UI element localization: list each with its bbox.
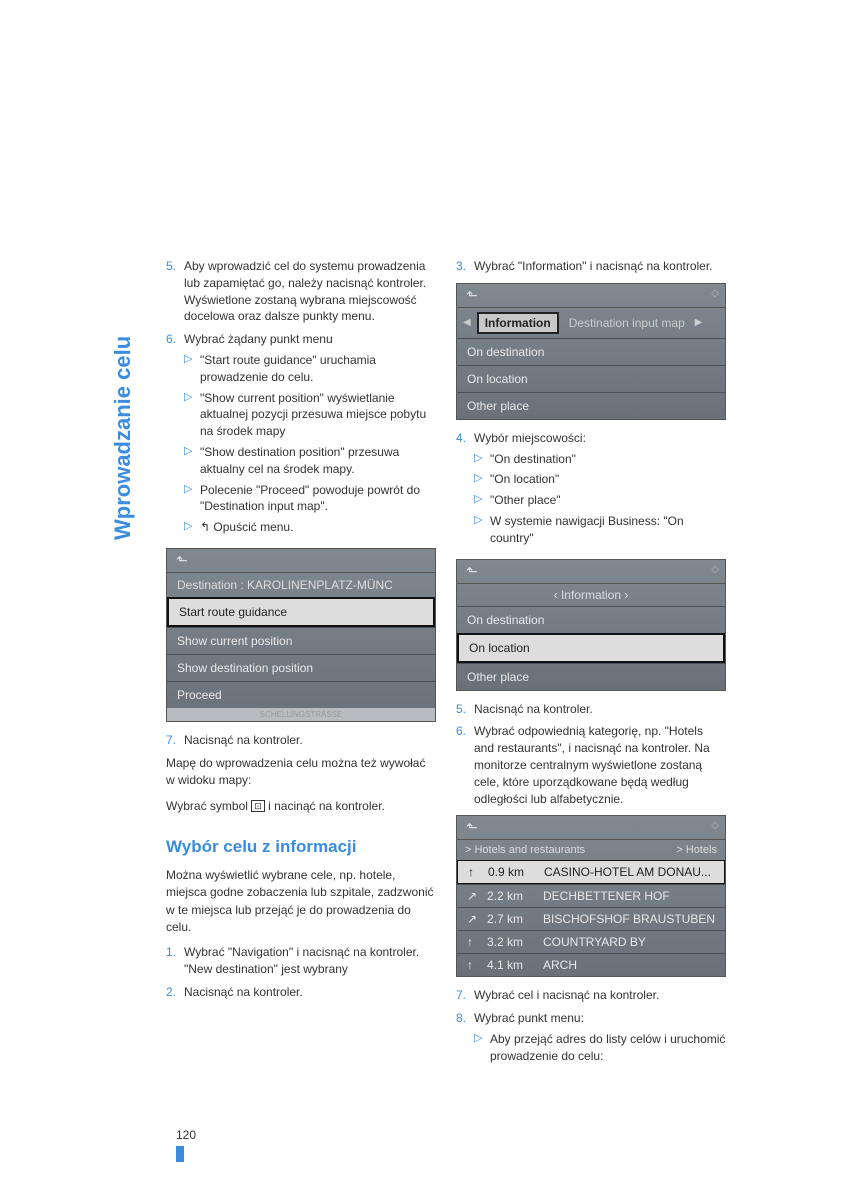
chevron-left-icon[interactable]: ◀	[463, 317, 471, 328]
direction-icon: ↑	[468, 865, 480, 879]
item-6-sublist: ▷"Start route guidance" uruchamia prowad…	[184, 352, 436, 536]
map-note: Mapę do wprowadzenia celu można też wywo…	[166, 755, 436, 790]
map-note-2: Wybrać symbol ⊡ i nacinąć na kontroler.	[166, 798, 436, 815]
sub-6b: "Show current position" wyświetlanie akt…	[200, 390, 436, 440]
menu-on-dest-2[interactable]: On destination	[457, 606, 725, 633]
page-marker	[176, 1146, 184, 1162]
item-7: 7. Nacisnąć na kontroler.	[166, 732, 436, 749]
breadcrumb: > Hotels and restaurants > Hotels	[457, 840, 725, 860]
item-5-num: 5.	[166, 258, 184, 325]
tab-dest-input[interactable]: Destination input map	[565, 314, 689, 332]
triangle-icon: ▷	[474, 451, 490, 468]
nav-screen-info-select: ⬑ ◇ ‹ Information › On destination On lo…	[456, 559, 726, 691]
menu-other-place[interactable]: Other place	[457, 392, 725, 419]
back-icon[interactable]: ⬑	[463, 821, 481, 835]
menu-on-loc[interactable]: On location	[457, 365, 725, 392]
menu-proceed[interactable]: Proceed	[167, 681, 435, 708]
page-number: 120	[176, 1128, 196, 1142]
tab-information[interactable]: Information	[477, 312, 559, 334]
destination-line: Destination : KAROLINENPLATZ-MÜNC	[167, 573, 435, 597]
direction-icon: ↗	[467, 912, 479, 926]
item-5: 5. Aby wprowadzić cel do systemu prowadz…	[166, 258, 436, 325]
menu-start-route[interactable]: Start route guidance	[167, 597, 435, 627]
triangle-icon: ▷	[474, 492, 490, 509]
sub-6a: "Start route guidance" uruchamia prowadz…	[200, 352, 436, 386]
hotel-row[interactable]: ↗ 2.7 km BISCHOFSHOF BRAUSTUBEN	[457, 907, 725, 930]
triangle-icon: ▷	[474, 471, 490, 488]
content-columns: 5. Aby wprowadzić cel do systemu prowadz…	[166, 258, 726, 1075]
item-r8: 8. Wybrać punkt menu: ▷Aby przejąć adres…	[456, 1010, 726, 1068]
nav-screen-destination: ⬑ Destination : KAROLINENPLATZ-MÜNC Star…	[166, 548, 436, 722]
item-r3: 3. Wybrać "Information" i nacisnąć na ko…	[456, 258, 726, 275]
list-5-6: 5. Aby wprowadzić cel do systemu prowadz…	[166, 258, 436, 540]
heading-desc: Można wyświetlić wybrane cele, np. hotel…	[166, 867, 436, 937]
menu-on-dest[interactable]: On destination	[457, 338, 725, 365]
hotel-row-selected[interactable]: ↑ 0.9 km CASINO-HOTEL AM DONAU...	[457, 860, 725, 884]
item-6-text: Wybrać żądany punkt menu	[184, 332, 333, 346]
map-symbol-icon: ⊡	[251, 800, 265, 812]
item-r4: 4. Wybór miejscowości: ▷"On destination"…	[456, 430, 726, 551]
triangle-icon: ▷	[184, 444, 200, 478]
right-column: 3. Wybrać "Information" i nacisnąć na ko…	[456, 258, 726, 1075]
heading-choice: Wybór celu z informacji	[166, 837, 436, 857]
triangle-icon: ▷	[474, 513, 490, 547]
corner-icon: ◇	[711, 564, 719, 575]
nav-screen-hotels: ⬑ ◇ > Hotels and restaurants > Hotels ↑ …	[456, 815, 726, 977]
corner-icon: ◇	[711, 820, 719, 831]
hotel-row[interactable]: ↑ 3.2 km COUNTRYARD BY	[457, 930, 725, 953]
sub-6c: "Show destination position" przesuwa akt…	[200, 444, 436, 478]
direction-icon: ↑	[467, 958, 479, 972]
item-r6: 6. Wybrać odpowiednią kategorię, np. "Ho…	[456, 723, 726, 807]
menu-other-place-2[interactable]: Other place	[457, 663, 725, 690]
item-b2: 2. Nacisnąć na kontroler.	[166, 984, 436, 1001]
sub-6e: ↰ Opuścić menu.	[200, 519, 293, 536]
triangle-icon: ▷	[184, 352, 200, 386]
back-icon[interactable]: ⬑	[463, 564, 481, 578]
screen-footer: SCHELLINGSTRASSE	[167, 708, 435, 721]
back-icon[interactable]: ⬑	[463, 288, 481, 302]
triangle-icon: ▷	[184, 390, 200, 440]
sub-6d: Polecenie "Proceed" powoduje powrót do "…	[200, 482, 436, 516]
triangle-icon: ▷	[474, 1031, 490, 1065]
sidebar-title: Wprowadzanie celu	[110, 336, 136, 540]
chevron-right-icon[interactable]: ▶	[695, 317, 703, 328]
item-r7: 7. Wybrać cel i nacisnąć na kontroler.	[456, 987, 726, 1004]
item-6: 6. Wybrać żądany punkt menu ▷"Start rout…	[166, 331, 436, 540]
nav-screen-info-tabs: ⬑ ◇ ◀ Information Destination input map …	[456, 283, 726, 420]
screen-topbar: ⬑	[167, 549, 435, 573]
item-5-text: Aby wprowadzić cel do systemu prowadzeni…	[184, 258, 436, 325]
corner-icon: ◇	[711, 288, 719, 299]
direction-icon: ↗	[467, 889, 479, 903]
direction-icon: ↑	[467, 935, 479, 949]
item-6-num: 6.	[166, 331, 184, 540]
menu-current-pos[interactable]: Show current position	[167, 627, 435, 654]
screen-title: ‹ Information ›	[457, 584, 725, 606]
hotel-row[interactable]: ↑ 4.1 km ARCH	[457, 953, 725, 976]
left-column: 5. Aby wprowadzić cel do systemu prowadz…	[166, 258, 436, 1075]
back-icon[interactable]: ⬑	[173, 553, 191, 567]
triangle-icon: ▷	[184, 519, 200, 536]
hotel-row[interactable]: ↗ 2.2 km DECHBETTENER HOF	[457, 884, 725, 907]
item-r5: 5. Nacisnąć na kontroler.	[456, 701, 726, 718]
item-b1: 1. Wybrać "Navigation" i nacisnąć na kon…	[166, 944, 436, 978]
menu-on-loc-2-selected[interactable]: On location	[457, 633, 725, 663]
menu-dest-pos[interactable]: Show destination position	[167, 654, 435, 681]
triangle-icon: ▷	[184, 482, 200, 516]
